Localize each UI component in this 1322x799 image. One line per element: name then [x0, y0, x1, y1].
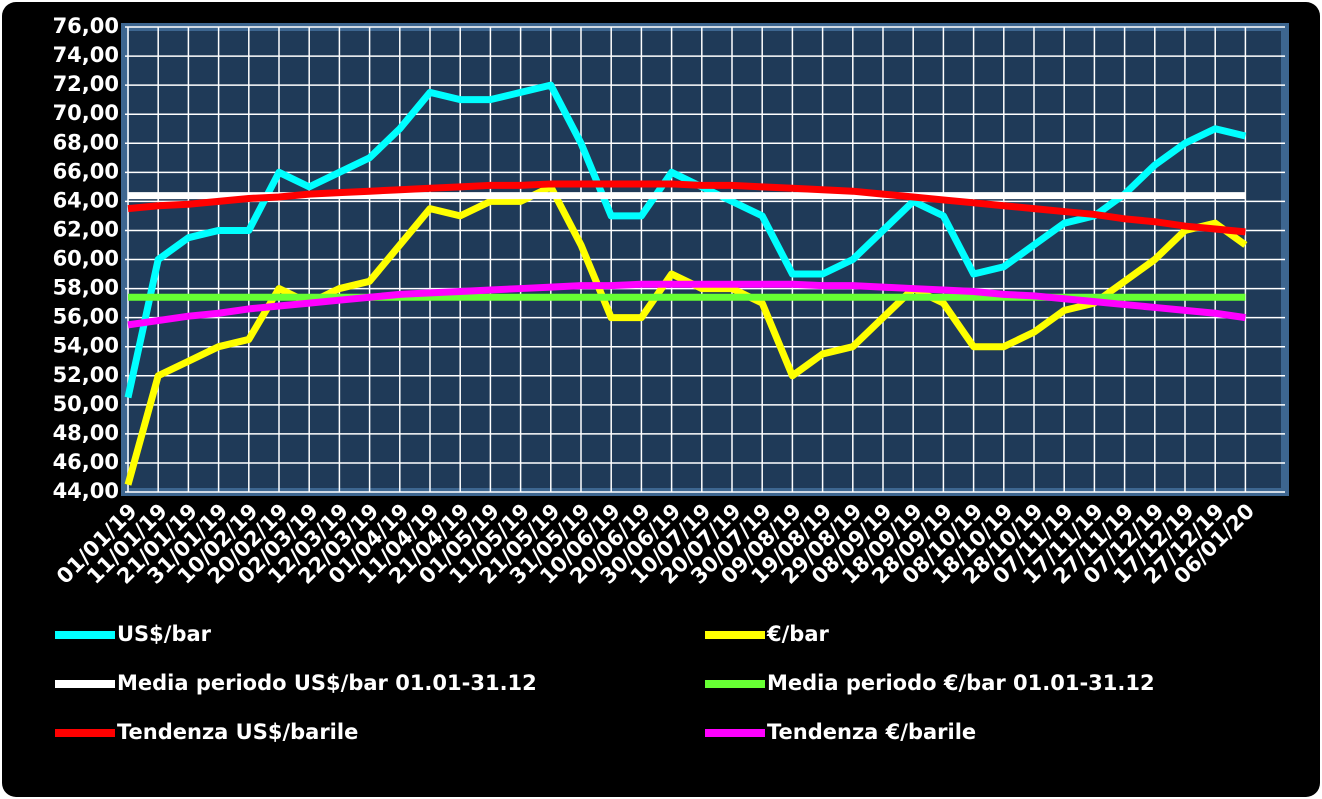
y-tick-label: 52,00 — [53, 363, 119, 387]
y-tick-label: 74,00 — [53, 43, 119, 67]
y-tick-label: 70,00 — [53, 101, 119, 125]
legend-label: Tendenza €/barile — [767, 720, 976, 744]
legend-label: €/bar — [766, 622, 829, 646]
y-tick-label: 56,00 — [53, 305, 119, 329]
y-tick-label: 58,00 — [53, 276, 119, 300]
legend-label: Tendenza US$/barile — [117, 720, 358, 744]
y-tick-label: 62,00 — [53, 217, 119, 241]
y-tick-label: 54,00 — [53, 334, 119, 358]
y-tick-label: 44,00 — [53, 479, 119, 503]
series-line — [124, 81, 1247, 399]
y-tick-label: 64,00 — [53, 188, 119, 212]
y-tick-label: 72,00 — [53, 72, 119, 96]
legend-label: US$/bar — [117, 622, 212, 646]
y-tick-label: 48,00 — [53, 421, 119, 445]
y-tick-label: 46,00 — [53, 450, 119, 474]
y-tick-label: 66,00 — [53, 159, 119, 183]
series-line — [127, 180, 1246, 236]
y-tick-label: 76,00 — [53, 14, 119, 38]
y-tick-label: 68,00 — [53, 130, 119, 154]
legend-label: Media periodo €/bar 01.01-31.12 — [767, 671, 1155, 695]
legend-label: Media periodo US$/bar 01.01-31.12 — [117, 671, 537, 695]
y-tick-label: 50,00 — [53, 392, 119, 416]
series-line — [127, 280, 1246, 329]
y-tick-label: 60,00 — [53, 247, 119, 271]
